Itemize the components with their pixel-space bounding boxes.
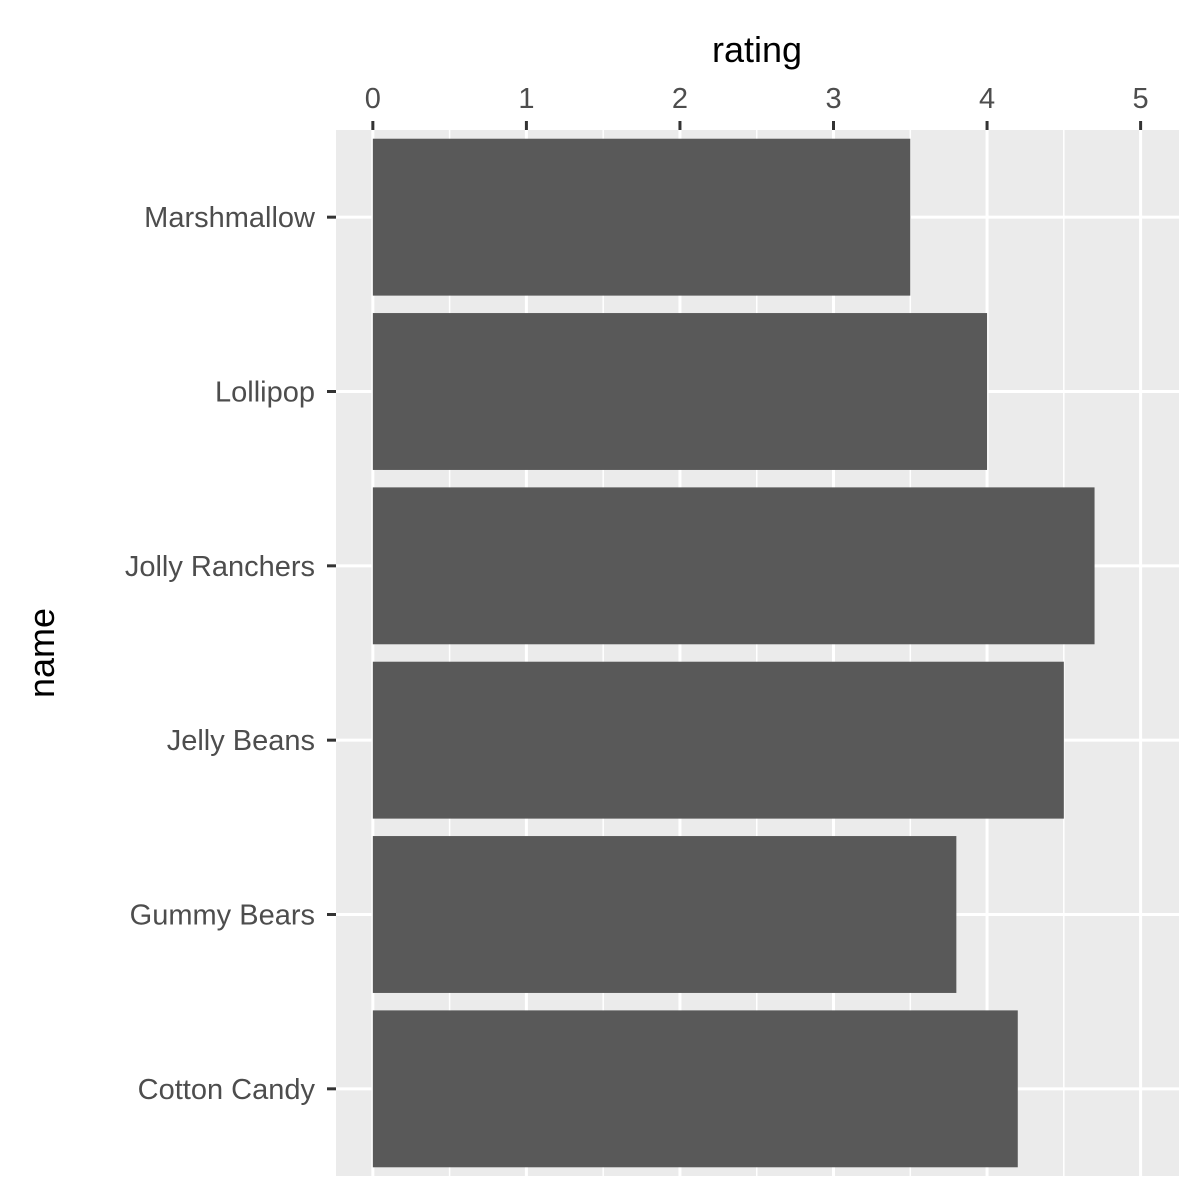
y-axis-title: name: [21, 608, 62, 698]
bar: [372, 836, 957, 993]
x-tick-label: 5: [1133, 83, 1149, 115]
y-tick-label: Lollipop: [215, 377, 315, 409]
x-tick-label: 2: [672, 83, 688, 115]
y-axis: Marshmallow Lollipop Jolly Ranchers Jelly B…: [125, 202, 336, 1106]
bars: [372, 138, 1095, 1168]
y-tick-label: Gummy Bears: [130, 900, 315, 932]
y-tick-label: Marshmallow: [144, 202, 316, 234]
y-tick-label: Cotton Candy: [138, 1074, 316, 1106]
bar: [372, 313, 988, 470]
bar: [372, 1010, 1018, 1168]
bar: [372, 661, 1064, 819]
minor-gridlines: [448, 130, 1065, 1176]
y-tick-label: Jolly Ranchers: [125, 551, 315, 583]
bar: [372, 487, 1095, 645]
bar: [372, 138, 911, 296]
x-tick-label: 0: [365, 83, 381, 115]
x-tick-label: 1: [518, 83, 534, 115]
x-axis-title: rating: [712, 29, 802, 70]
x-tick-label: 3: [825, 83, 841, 115]
plot-panel: [336, 130, 1179, 1176]
x-tick-label: 4: [979, 83, 995, 115]
y-tick-label: Jelly Beans: [167, 725, 315, 757]
x-axis: 0 1 2 3 4 5: [365, 83, 1149, 130]
